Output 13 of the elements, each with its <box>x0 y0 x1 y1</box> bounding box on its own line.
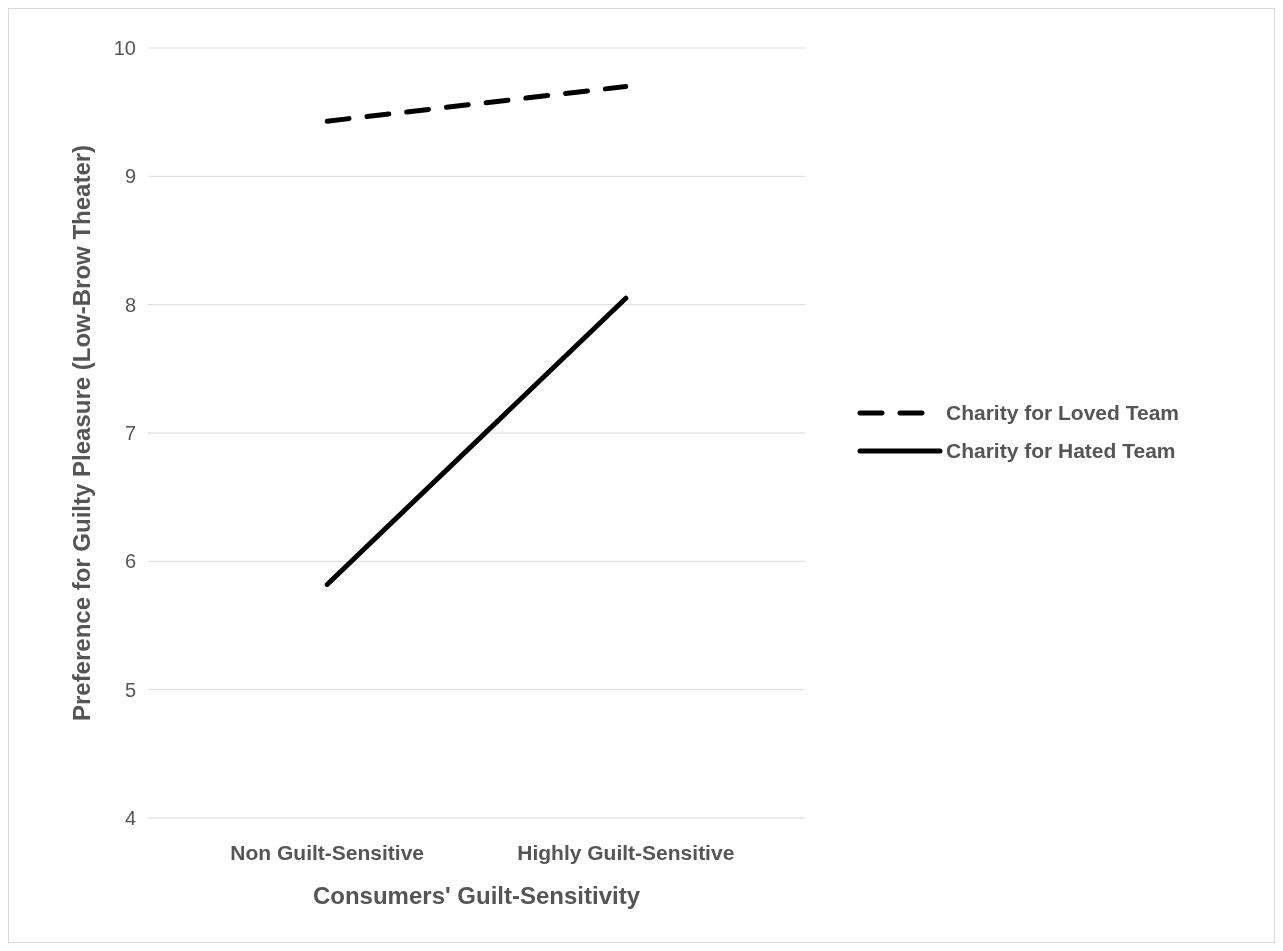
y-tick-label: 10 <box>113 37 136 59</box>
x-tick-label: Non Guilt-Sensitive <box>230 841 425 864</box>
y-tick-label: 7 <box>124 422 136 444</box>
x-axis-title: Consumers' Guilt-Sensitivity <box>312 882 641 909</box>
x-tick-label: Highly Guilt-Sensitive <box>517 841 735 864</box>
y-tick-label: 4 <box>124 807 136 829</box>
y-tick-label: 9 <box>124 165 136 188</box>
y-tick-label: 5 <box>124 678 136 701</box>
y-tick-label: 6 <box>124 550 136 573</box>
y-tick-label: 8 <box>124 293 136 316</box>
y-axis-title: Preference for Guilty Pleasure (Low-Brow Theater) <box>68 144 95 722</box>
legend-label: Charity for Loved Team <box>946 401 1179 425</box>
legend-label: Charity for Hated Team <box>946 439 1176 463</box>
